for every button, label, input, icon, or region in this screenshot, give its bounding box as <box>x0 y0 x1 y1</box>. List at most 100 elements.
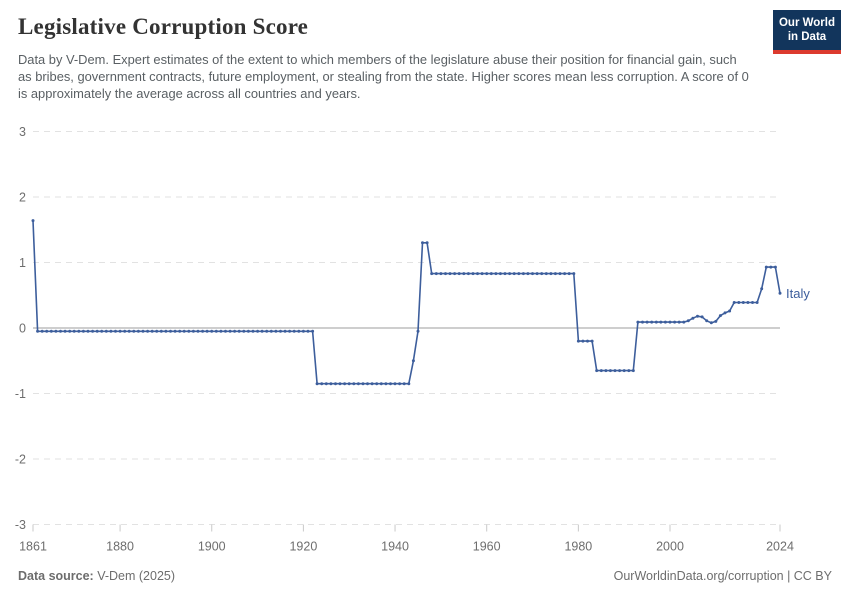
data-point[interactable] <box>196 329 200 333</box>
data-point[interactable] <box>40 329 44 333</box>
data-point[interactable] <box>288 329 292 333</box>
data-point[interactable] <box>347 382 351 386</box>
data-point[interactable] <box>315 382 319 386</box>
data-point[interactable] <box>393 382 397 386</box>
data-point[interactable] <box>306 329 310 333</box>
data-point[interactable] <box>205 329 209 333</box>
owid-logo[interactable]: Our World in Data <box>773 10 841 54</box>
data-point[interactable] <box>641 320 644 324</box>
data-point[interactable] <box>622 369 626 373</box>
data-point[interactable] <box>462 272 466 276</box>
data-point[interactable] <box>576 339 580 343</box>
data-point[interactable] <box>512 272 516 276</box>
data-point[interactable] <box>769 265 773 269</box>
data-point[interactable] <box>77 329 81 333</box>
data-point[interactable] <box>59 329 62 333</box>
data-point[interactable] <box>773 265 777 269</box>
data-point[interactable] <box>169 329 172 333</box>
data-point[interactable] <box>764 265 768 269</box>
data-point[interactable] <box>389 382 392 386</box>
data-point[interactable] <box>256 329 260 333</box>
italy-series-line[interactable] <box>32 220 781 385</box>
data-point[interactable] <box>159 329 163 333</box>
data-point[interactable] <box>663 320 667 324</box>
data-point[interactable] <box>457 272 461 276</box>
data-point[interactable] <box>618 369 622 373</box>
data-point[interactable] <box>631 369 635 373</box>
data-point[interactable] <box>219 329 223 333</box>
data-point[interactable] <box>237 329 241 333</box>
data-point[interactable] <box>604 369 608 373</box>
data-point[interactable] <box>36 329 40 333</box>
data-point[interactable] <box>503 272 507 276</box>
data-point[interactable] <box>260 329 264 333</box>
data-point[interactable] <box>485 272 489 276</box>
data-point[interactable] <box>398 382 402 386</box>
data-point[interactable] <box>608 369 612 373</box>
footer-link[interactable]: OurWorldinData.org/corruption | CC BY <box>613 569 832 583</box>
data-point[interactable] <box>228 329 232 333</box>
data-point[interactable] <box>173 329 177 333</box>
data-point[interactable] <box>668 320 672 324</box>
data-point[interactable] <box>127 329 131 333</box>
data-point[interactable] <box>81 329 85 333</box>
data-point[interactable] <box>439 272 443 276</box>
data-point[interactable] <box>526 272 530 276</box>
data-point[interactable] <box>224 329 227 333</box>
data-point[interactable] <box>567 272 571 276</box>
data-point[interactable] <box>718 314 722 318</box>
data-point[interactable] <box>498 272 502 276</box>
data-point[interactable] <box>535 272 539 276</box>
data-point[interactable] <box>329 382 333 386</box>
data-point[interactable] <box>54 329 58 333</box>
data-point[interactable] <box>114 329 117 333</box>
data-point[interactable] <box>517 272 521 276</box>
data-point[interactable] <box>650 320 654 324</box>
data-point[interactable] <box>494 272 498 276</box>
data-point[interactable] <box>45 329 49 333</box>
data-point[interactable] <box>553 272 557 276</box>
data-point[interactable] <box>251 329 255 333</box>
data-point[interactable] <box>595 369 599 373</box>
data-point[interactable] <box>531 272 534 276</box>
data-point[interactable] <box>508 272 512 276</box>
data-point[interactable] <box>558 272 562 276</box>
data-point[interactable] <box>95 329 99 333</box>
data-point[interactable] <box>63 329 67 333</box>
data-point[interactable] <box>673 320 677 324</box>
data-point[interactable] <box>686 319 690 323</box>
data-point[interactable] <box>430 272 434 276</box>
data-point[interactable] <box>384 382 388 386</box>
data-point[interactable] <box>210 329 214 333</box>
data-point[interactable] <box>599 369 603 373</box>
data-point[interactable] <box>755 301 759 304</box>
data-point[interactable] <box>714 319 718 323</box>
data-point[interactable] <box>544 272 548 276</box>
data-point[interactable] <box>751 301 754 304</box>
data-point[interactable] <box>421 241 424 245</box>
data-point[interactable] <box>214 329 218 333</box>
data-point[interactable] <box>407 382 411 386</box>
data-point[interactable] <box>590 339 594 343</box>
data-point[interactable] <box>709 321 713 325</box>
data-point[interactable] <box>728 309 732 313</box>
data-point[interactable] <box>434 272 438 276</box>
data-point[interactable] <box>274 329 278 333</box>
data-point[interactable] <box>118 329 122 333</box>
data-point[interactable] <box>324 382 328 386</box>
data-point[interactable] <box>311 329 315 333</box>
data-point[interactable] <box>141 329 145 333</box>
data-point[interactable] <box>444 272 447 276</box>
data-point[interactable] <box>654 320 658 324</box>
data-point[interactable] <box>521 272 525 276</box>
data-point[interactable] <box>540 272 544 276</box>
data-point[interactable] <box>301 329 305 333</box>
data-point[interactable] <box>572 272 576 276</box>
data-point[interactable] <box>109 329 113 333</box>
data-point[interactable] <box>233 329 237 333</box>
data-point[interactable] <box>375 382 379 386</box>
data-point[interactable] <box>86 329 90 333</box>
data-point[interactable] <box>563 272 567 276</box>
data-point[interactable] <box>361 382 365 386</box>
